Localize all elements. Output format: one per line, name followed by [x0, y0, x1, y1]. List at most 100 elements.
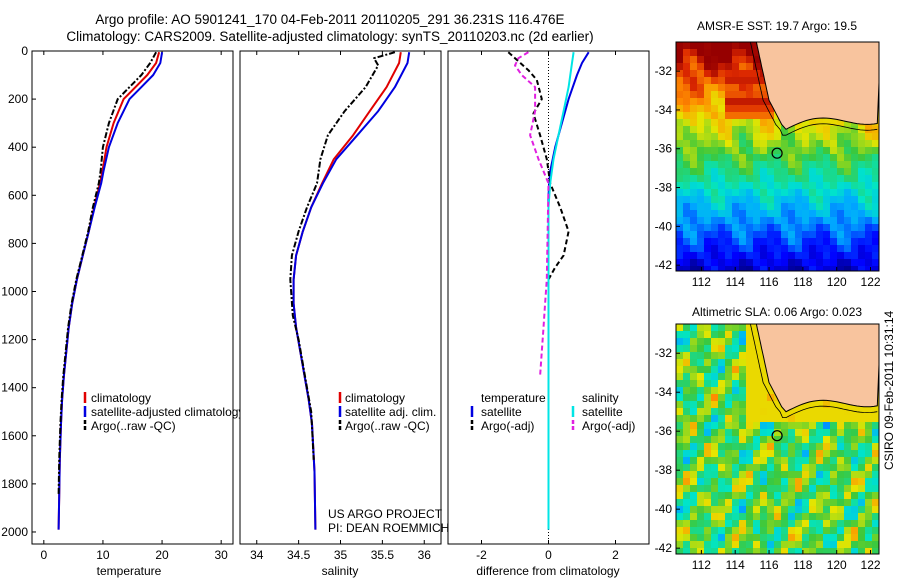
field-cell	[837, 126, 844, 133]
field-cell	[837, 415, 844, 422]
field-cell	[865, 238, 872, 245]
field-cell	[858, 175, 865, 182]
field-cell	[725, 119, 732, 126]
field-cell	[676, 126, 683, 133]
field-cell	[732, 77, 739, 84]
field-cell	[781, 182, 788, 189]
field-cell	[865, 140, 872, 147]
field-cell	[802, 119, 809, 126]
field-cell	[837, 182, 844, 189]
field-cell	[760, 133, 767, 140]
field-cell	[739, 189, 746, 196]
field-cell	[732, 196, 739, 203]
field-cell	[823, 161, 830, 168]
field-cell	[872, 534, 879, 541]
field-cell	[732, 182, 739, 189]
field-cell	[697, 345, 704, 352]
field-cell	[683, 154, 690, 161]
field-cell	[816, 401, 823, 408]
field-cell	[676, 84, 683, 91]
field-cell	[683, 77, 690, 84]
field-cell	[858, 245, 865, 252]
field-cell	[718, 182, 725, 189]
field-cell	[823, 471, 830, 478]
field-cell	[767, 408, 774, 415]
temperature-legend: climatology satellite-adjusted climatolo…	[83, 391, 244, 433]
field-cell	[760, 401, 767, 408]
field-cell	[844, 457, 851, 464]
field-cell	[872, 203, 879, 210]
field-cell	[732, 126, 739, 133]
field-cell	[830, 485, 837, 492]
field-cell	[795, 154, 802, 161]
field-cell	[704, 126, 711, 133]
field-cell	[753, 133, 760, 140]
field-cell	[725, 182, 732, 189]
field-cell	[781, 175, 788, 182]
field-cell	[704, 464, 711, 471]
field-cell	[725, 352, 732, 359]
field-cell	[711, 548, 718, 554]
field-cell	[823, 140, 830, 147]
field-cell	[844, 436, 851, 443]
field-cell	[760, 541, 767, 548]
field-cell	[697, 506, 704, 513]
field-cell	[774, 168, 781, 175]
field-cell	[690, 499, 697, 506]
field-cell	[746, 443, 753, 450]
field-cell	[781, 147, 788, 154]
field-cell	[718, 324, 725, 331]
field-cell	[676, 359, 683, 366]
field-cell	[753, 415, 760, 422]
field-cell	[858, 478, 865, 485]
field-cell	[739, 133, 746, 140]
field-cell	[809, 231, 816, 238]
field-cell	[739, 415, 746, 422]
field-cell	[830, 161, 837, 168]
field-cell	[676, 168, 683, 175]
field-cell	[851, 189, 858, 196]
field-cell	[809, 196, 816, 203]
field-cell	[767, 506, 774, 513]
field-cell	[865, 133, 872, 140]
temperature-xlabel: temperature	[97, 564, 162, 578]
field-cell	[725, 415, 732, 422]
x-tick-label: 35.5	[371, 548, 395, 562]
field-cell	[753, 387, 760, 394]
field-cell	[837, 154, 844, 161]
field-cell	[795, 415, 802, 422]
field-cell	[830, 231, 837, 238]
field-cell	[676, 534, 683, 541]
field-cell	[676, 471, 683, 478]
field-cell	[795, 548, 802, 554]
field-cell	[732, 56, 739, 63]
field-cell	[725, 478, 732, 485]
field-cell	[697, 49, 704, 56]
field-cell	[816, 147, 823, 154]
field-cell	[739, 359, 746, 366]
field-cell	[816, 415, 823, 422]
field-cell	[753, 541, 760, 548]
field-cell	[851, 464, 858, 471]
field-cell	[732, 401, 739, 408]
field-cell	[690, 49, 697, 56]
field-cell	[865, 189, 872, 196]
field-cell	[809, 422, 816, 429]
field-cell	[676, 224, 683, 231]
field-cell	[851, 238, 858, 245]
field-cell	[732, 161, 739, 168]
field-cell	[781, 408, 788, 415]
field-cell	[739, 42, 746, 49]
field-cell	[844, 252, 851, 259]
field-cell	[816, 422, 823, 429]
x-tick-label: 114	[726, 558, 745, 572]
field-cell	[704, 259, 711, 266]
field-cell	[809, 513, 816, 520]
field-cell	[802, 238, 809, 245]
field-cell	[823, 506, 830, 513]
field-cell	[746, 408, 753, 415]
field-cell	[718, 175, 725, 182]
field-cell	[704, 217, 711, 224]
field-cell	[781, 224, 788, 231]
field-cell	[739, 168, 746, 175]
